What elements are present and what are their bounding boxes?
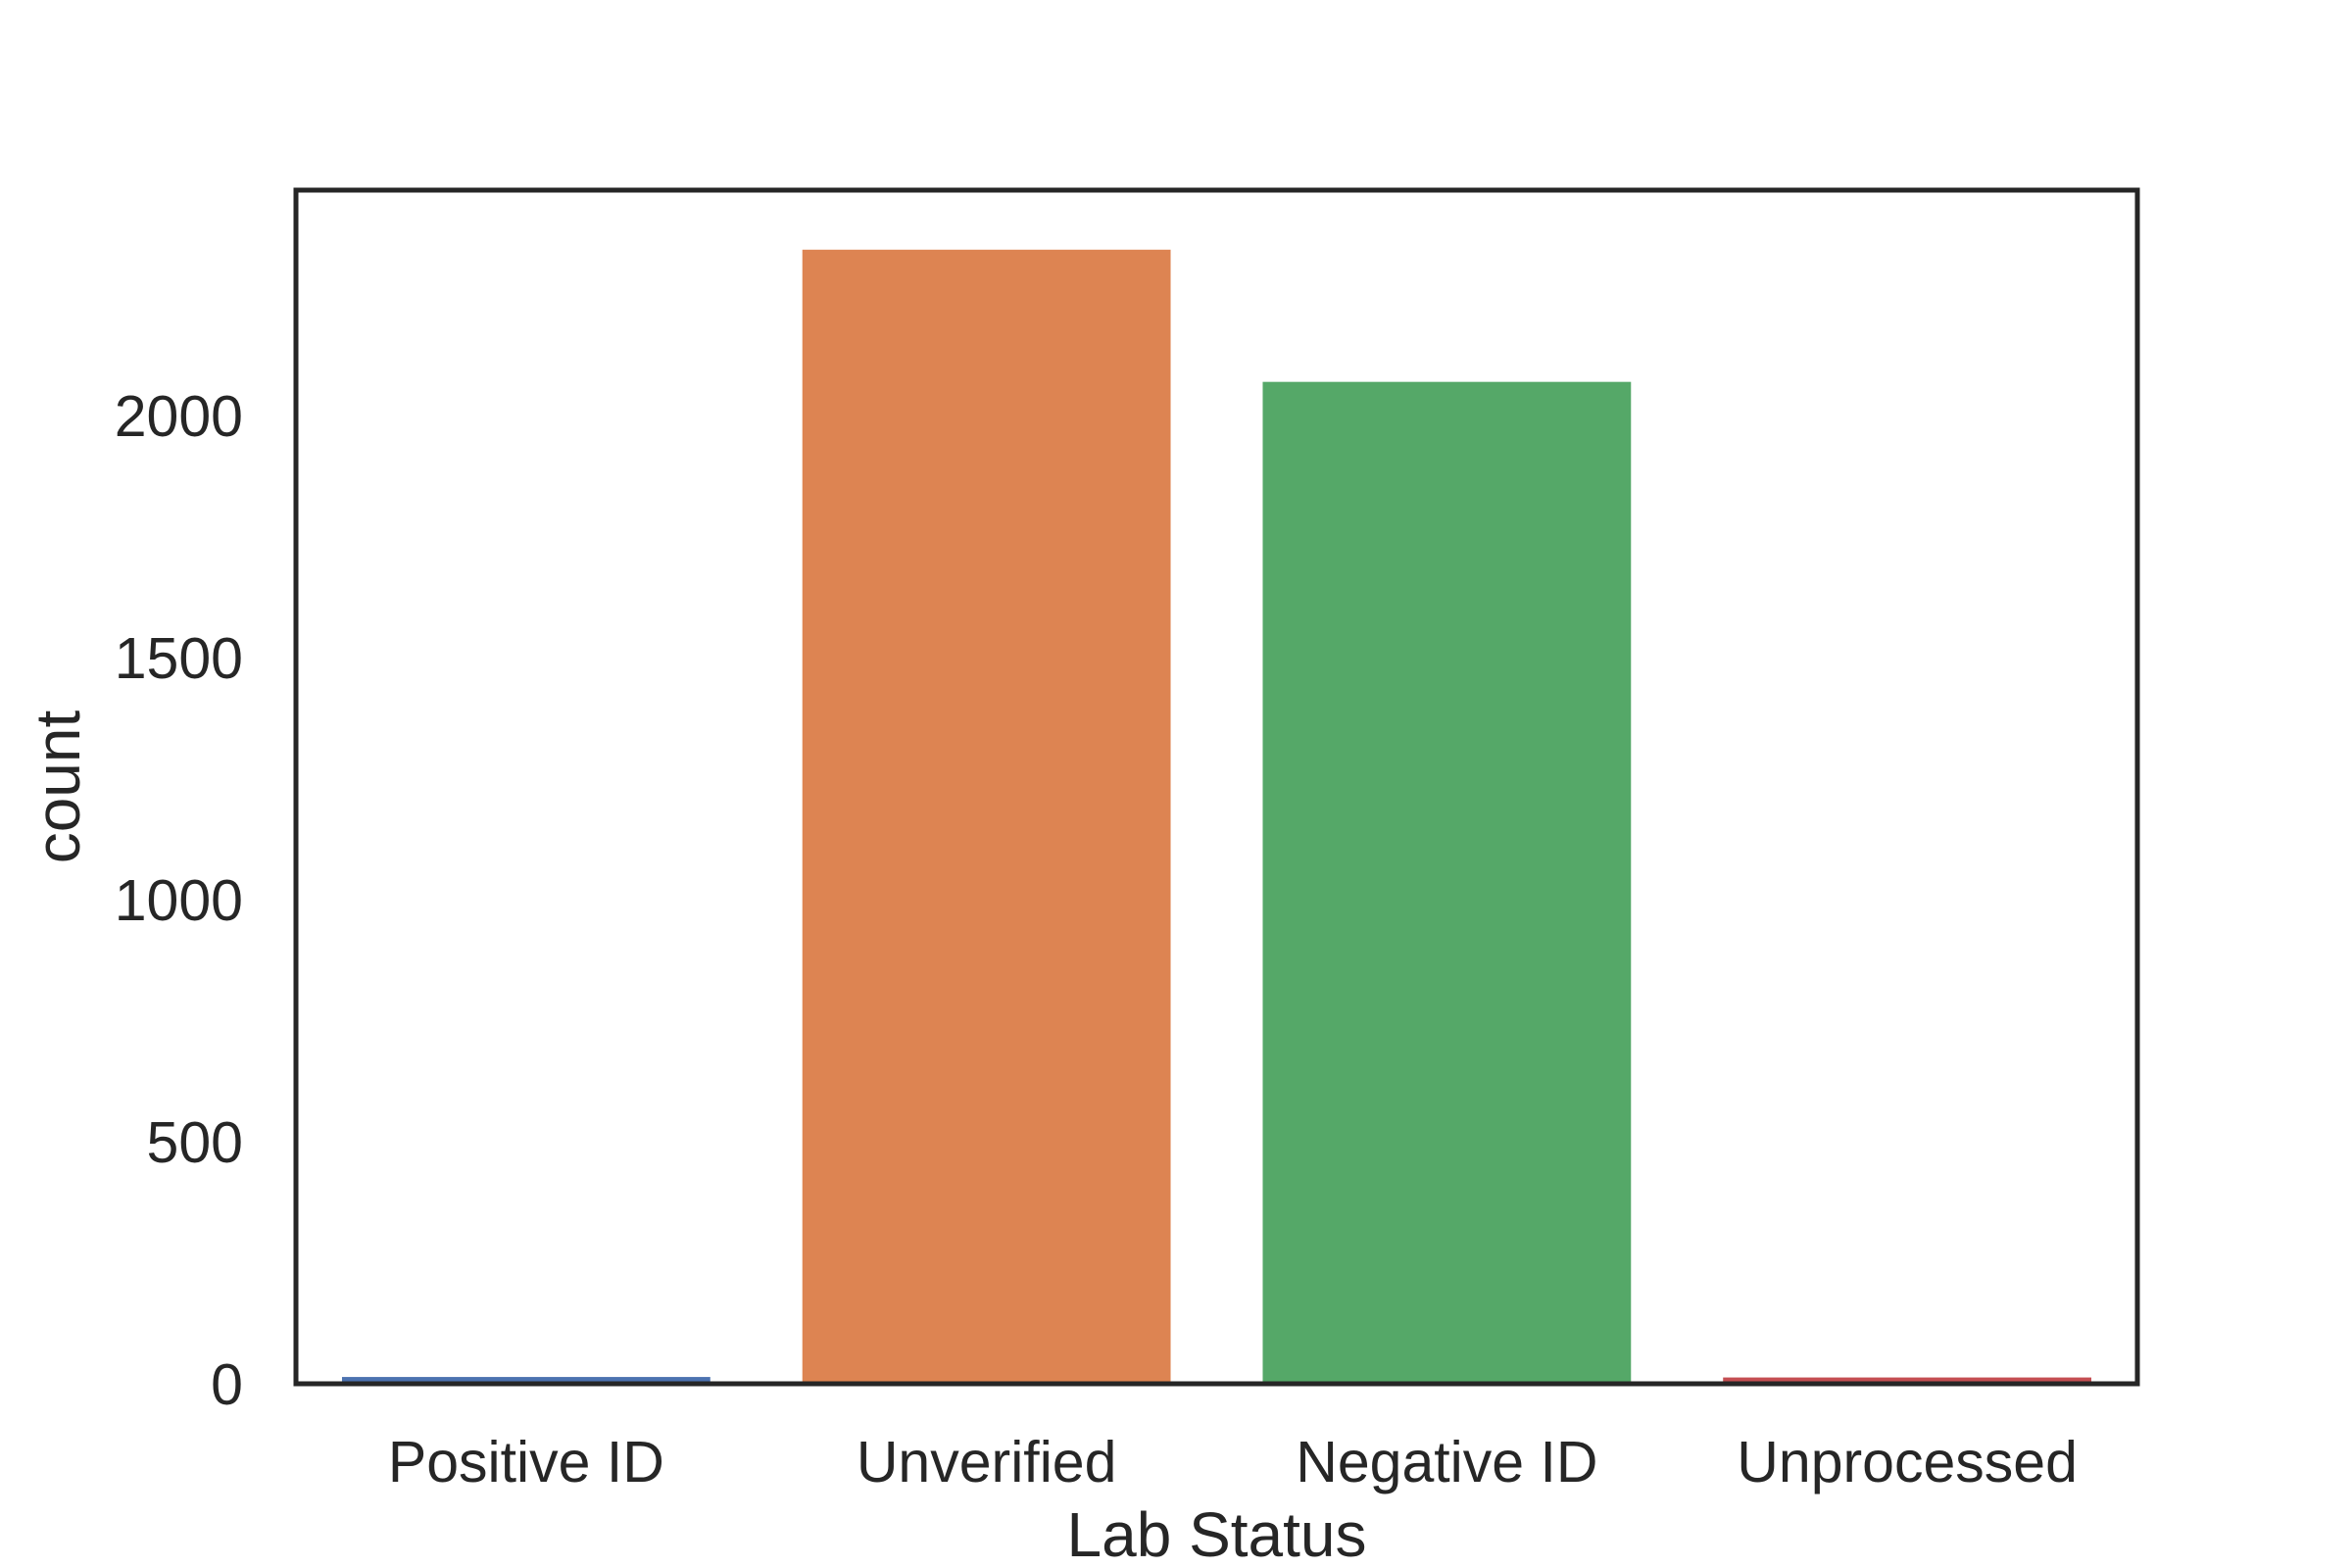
x-tick-label: Unprocessed (1737, 1430, 2078, 1494)
x-tick-label: Unverified (857, 1430, 1117, 1494)
y-tick-label: 2000 (115, 384, 243, 449)
y-axis-ticks: 0 500 1000 1500 2000 (115, 384, 243, 1417)
x-axis-ticks: Positive ID Unverified Negative ID Unproces… (388, 1430, 2078, 1494)
y-tick-label: 1000 (115, 868, 243, 933)
y-tick-label: 1500 (115, 626, 243, 691)
y-tick-label: 500 (147, 1110, 243, 1175)
bars-layer (341, 249, 2092, 1384)
x-axis-title: Lab Status (1067, 1499, 1367, 1568)
y-tick-label: 0 (211, 1352, 243, 1417)
x-tick-label: Positive ID (388, 1430, 664, 1494)
bar-positive-id (341, 1377, 710, 1384)
x-tick-label: Negative ID (1296, 1430, 1597, 1494)
y-axis-title: count (23, 710, 93, 864)
bar-negative-id (1262, 381, 1632, 1384)
bar-unprocessed (1723, 1377, 2092, 1384)
bar-unverified (802, 249, 1171, 1384)
plot-frame (293, 187, 2140, 1387)
